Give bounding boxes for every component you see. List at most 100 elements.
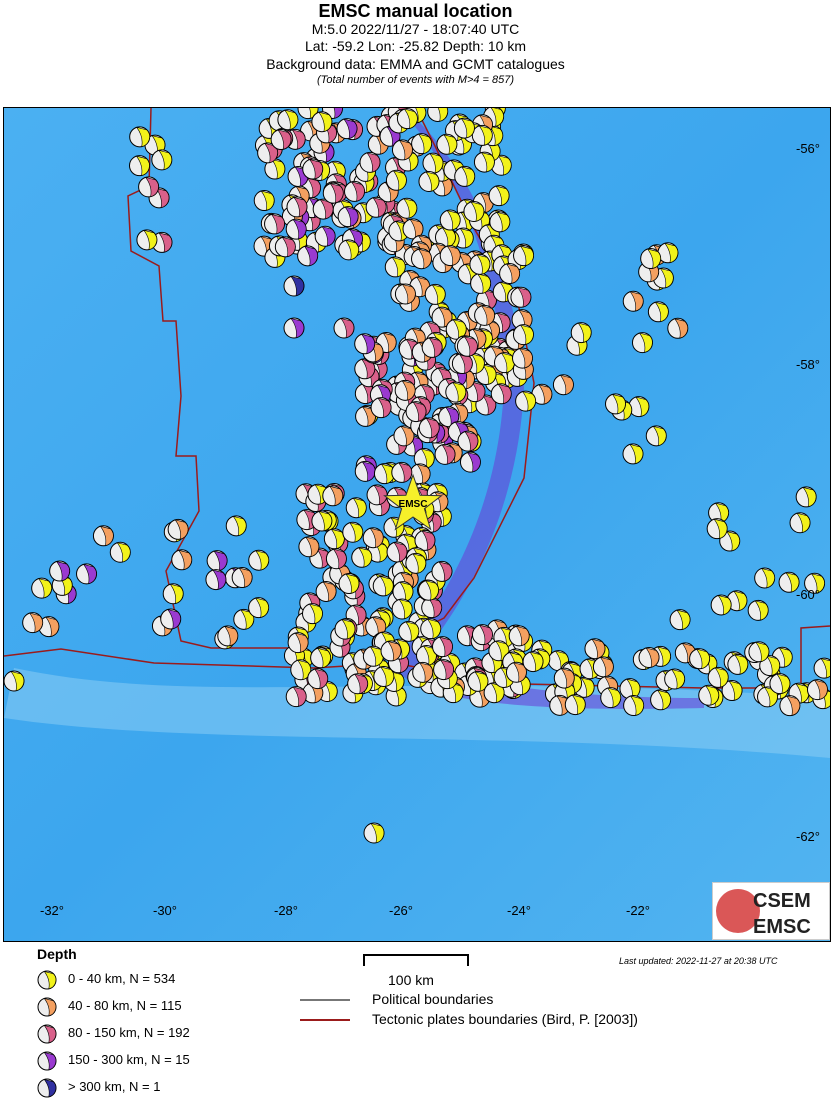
event-beachball[interactable] <box>264 158 286 180</box>
event-beachball[interactable] <box>421 597 443 619</box>
event-beachball[interactable] <box>297 108 319 120</box>
event-beachball[interactable] <box>363 822 385 844</box>
event-beachball[interactable] <box>698 684 720 706</box>
event-beachball[interactable] <box>347 673 369 695</box>
event-beachball[interactable] <box>508 625 530 647</box>
event-beachball[interactable] <box>754 567 776 589</box>
event-beachball[interactable] <box>286 196 308 218</box>
event-beachball[interactable] <box>354 333 376 355</box>
event-beachball[interactable] <box>354 460 376 482</box>
event-beachball[interactable] <box>4 670 25 692</box>
event-beachball[interactable] <box>409 463 431 485</box>
event-beachball[interactable] <box>160 608 182 630</box>
event-beachball[interactable] <box>342 521 364 543</box>
event-beachball[interactable] <box>645 425 667 447</box>
event-beachball[interactable] <box>315 580 337 602</box>
event-beachball[interactable] <box>206 550 228 572</box>
event-beachball[interactable] <box>650 689 672 711</box>
event-beachball[interactable] <box>628 396 650 418</box>
event-beachball[interactable] <box>457 430 479 452</box>
event-beachball[interactable] <box>706 518 728 540</box>
event-beachball[interactable] <box>298 536 320 558</box>
event-beachball[interactable] <box>795 486 817 508</box>
event-beachball[interactable] <box>380 640 402 662</box>
event-beachball[interactable] <box>452 227 474 249</box>
event-beachball[interactable] <box>719 530 741 552</box>
event-beachball[interactable] <box>253 190 275 212</box>
event-beachball[interactable] <box>311 111 333 133</box>
event-beachball[interactable] <box>362 645 384 667</box>
event-beachball[interactable] <box>708 502 730 524</box>
event-beachball[interactable] <box>302 158 324 180</box>
event-beachball[interactable] <box>747 599 769 621</box>
event-beachball[interactable] <box>398 620 420 642</box>
event-beachball[interactable] <box>638 646 660 668</box>
event-beachball[interactable] <box>396 108 418 130</box>
event-beachball[interactable] <box>128 155 150 177</box>
event-beachball[interactable] <box>325 548 347 570</box>
event-beachball[interactable] <box>109 541 131 563</box>
event-beachball[interactable] <box>129 126 151 148</box>
event-beachball[interactable] <box>470 272 492 294</box>
event-beachball[interactable] <box>301 603 323 625</box>
event-beachball[interactable] <box>473 151 495 173</box>
event-beachball[interactable] <box>434 443 456 465</box>
event-beachball[interactable] <box>31 577 53 599</box>
event-beachball[interactable] <box>806 679 828 701</box>
event-beachball[interactable] <box>354 358 376 380</box>
event-beachball[interactable] <box>512 347 534 369</box>
event-beachball[interactable] <box>769 673 791 695</box>
event-beachball[interactable] <box>138 176 160 198</box>
event-beachball[interactable] <box>710 594 732 616</box>
event-beachball[interactable] <box>427 108 449 122</box>
event-beachball[interactable] <box>490 383 512 405</box>
event-beachball[interactable] <box>439 245 461 267</box>
event-beachball[interactable] <box>351 546 373 568</box>
event-beachball[interactable] <box>366 484 388 506</box>
event-beachball[interactable] <box>622 443 644 465</box>
event-beachball[interactable] <box>552 374 574 396</box>
event-beachball[interactable] <box>522 651 544 673</box>
event-beachball[interactable] <box>38 616 60 638</box>
event-beachball[interactable] <box>511 309 533 331</box>
event-beachball[interactable] <box>483 682 505 704</box>
event-beachball[interactable] <box>285 218 307 240</box>
event-beachball[interactable] <box>76 563 98 585</box>
event-beachball[interactable] <box>391 139 413 161</box>
event-beachball[interactable] <box>600 687 622 709</box>
event-beachball[interactable] <box>605 393 627 415</box>
event-beachball[interactable] <box>512 324 534 346</box>
event-beachball[interactable] <box>488 185 510 207</box>
event-beachball[interactable] <box>689 648 711 670</box>
event-beachball[interactable] <box>287 632 309 654</box>
event-beachball[interactable] <box>162 583 184 605</box>
event-beachball[interactable] <box>370 397 392 419</box>
event-beachball[interactable] <box>418 417 440 439</box>
event-beachball[interactable] <box>322 485 344 507</box>
event-beachball[interactable] <box>359 151 381 173</box>
event-beachball[interactable] <box>439 209 461 231</box>
event-beachball[interactable] <box>454 165 476 187</box>
event-beachball[interactable] <box>225 515 247 537</box>
event-beachball[interactable] <box>405 401 427 423</box>
event-beachball[interactable] <box>372 575 394 597</box>
event-beachball[interactable] <box>778 571 800 593</box>
event-beachball[interactable] <box>336 118 358 140</box>
event-beachball[interactable] <box>314 225 336 247</box>
event-beachball[interactable] <box>391 598 413 620</box>
event-beachball[interactable] <box>297 245 319 267</box>
event-beachball[interactable] <box>410 248 432 270</box>
event-beachball[interactable] <box>779 695 801 717</box>
event-beachball[interactable] <box>471 624 493 646</box>
event-beachball[interactable] <box>804 572 826 594</box>
event-beachball[interactable] <box>217 625 239 647</box>
event-beachball[interactable] <box>392 581 414 603</box>
event-beachball[interactable] <box>515 390 537 412</box>
event-beachball[interactable] <box>453 117 475 139</box>
event-beachball[interactable] <box>667 317 689 339</box>
event-beachball[interactable] <box>205 569 227 591</box>
event-beachball[interactable] <box>338 573 360 595</box>
event-beachball[interactable] <box>570 322 592 344</box>
map-area[interactable]: EMSC -32° -30° -28° -26° -24° -22° -56° … <box>3 107 831 942</box>
event-beachball[interactable] <box>493 352 515 374</box>
